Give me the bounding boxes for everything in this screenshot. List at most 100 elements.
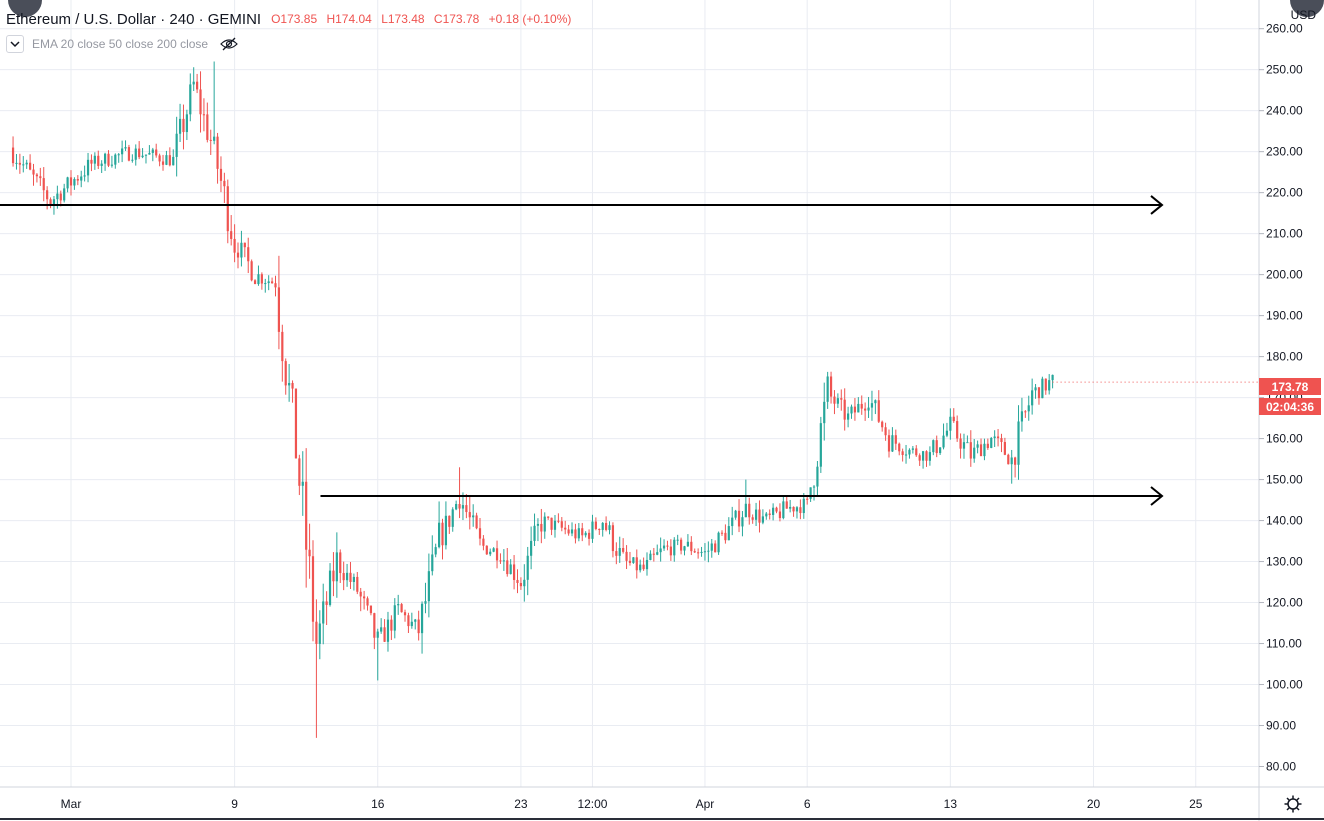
candle-up: [577, 528, 580, 539]
candle-up: [80, 176, 83, 181]
candle-down: [359, 591, 362, 597]
candle-down: [628, 560, 632, 563]
candle-up: [86, 159, 90, 176]
candle-up: [741, 517, 744, 527]
candle-down: [325, 601, 328, 605]
candle-down: [557, 520, 560, 522]
candle-up: [301, 481, 304, 486]
candle-up: [393, 605, 396, 631]
candle-down: [1014, 457, 1017, 465]
candle-up: [141, 155, 144, 158]
candle-up: [185, 114, 188, 133]
price-tick-label: 160.00: [1266, 432, 1303, 446]
candle-down: [308, 549, 311, 557]
candle-up: [734, 510, 737, 518]
time-axis[interactable]: Mar 9 16 23 12:00 Apr 6 13 20 25: [61, 797, 1203, 811]
candle-down: [202, 114, 206, 116]
candle-up: [850, 406, 853, 414]
candle-down: [69, 177, 73, 186]
candle-up: [921, 451, 925, 461]
candle-up: [1031, 390, 1034, 406]
candle-down: [635, 557, 638, 571]
candle-up: [328, 570, 332, 605]
candle-down: [581, 528, 584, 536]
candle-up: [911, 448, 914, 450]
candle-up: [472, 515, 475, 518]
candle-up: [414, 619, 417, 622]
candle-up: [673, 539, 676, 556]
candle-up: [857, 403, 860, 413]
corner-button-right[interactable]: [1290, 0, 1324, 17]
time-tick-label: 9: [231, 797, 238, 811]
candle-down: [748, 503, 751, 518]
candle-up: [100, 163, 103, 166]
candle-up: [410, 621, 413, 627]
candle-down: [785, 501, 788, 509]
price-tick-label: 150.00: [1266, 473, 1303, 487]
candle-down: [935, 440, 938, 454]
candle-up: [816, 466, 819, 487]
candle-down: [864, 408, 867, 411]
candle-down: [441, 522, 444, 546]
currency-label[interactable]: USD: [1290, 8, 1316, 22]
price-tick-label: 130.00: [1266, 555, 1303, 569]
candle-down: [230, 231, 233, 239]
candle-up: [380, 627, 383, 632]
candle-down: [915, 448, 918, 456]
candle-up: [502, 560, 505, 562]
candle-down: [605, 522, 608, 530]
time-tick-label: 16: [371, 797, 385, 811]
open-value: O173.85: [271, 12, 318, 26]
candle-up: [134, 148, 137, 160]
corner-button-left[interactable]: [8, 0, 42, 17]
candle-down: [737, 510, 741, 527]
candle-up: [809, 487, 812, 499]
candle-up: [110, 164, 113, 166]
candle-down: [877, 400, 880, 422]
candle-down: [724, 532, 727, 541]
horizontal-rays[interactable]: [0, 195, 1164, 506]
candle-down: [925, 451, 928, 461]
candle-down: [615, 551, 618, 556]
candle-down: [281, 331, 284, 362]
gear-icon[interactable]: [1283, 794, 1303, 819]
legend-header: Ethereum / U.S. Dollar · 240 · GEMINI O1…: [6, 9, 577, 29]
candle-down: [860, 403, 863, 409]
price-tick-label: 220.00: [1266, 186, 1303, 200]
candle-down: [342, 573, 345, 581]
candle-down: [468, 512, 471, 518]
indicator-label[interactable]: EMA 20 close 50 close 200 close: [32, 37, 209, 51]
symbol-title[interactable]: Ethereum / U.S. Dollar · 240 · GEMINI: [6, 10, 262, 28]
candle-up: [990, 438, 993, 448]
candle-down: [97, 155, 100, 166]
candle-down: [315, 621, 318, 644]
candle-down: [666, 545, 669, 547]
candle-up: [345, 572, 349, 581]
candle-down: [298, 458, 301, 486]
time-tick-label: 23: [514, 797, 528, 811]
candle-down: [284, 361, 287, 386]
candle-down: [516, 579, 519, 584]
candle-up: [993, 436, 996, 439]
candle-up: [240, 242, 243, 258]
candle-down: [598, 528, 601, 530]
candle-down: [547, 516, 550, 518]
candle-up: [438, 522, 441, 548]
candle-down: [247, 247, 250, 262]
candle-up: [114, 154, 117, 165]
chevron-down-icon[interactable]: [6, 35, 24, 53]
candle-up: [489, 551, 492, 555]
candle-up: [570, 529, 574, 534]
eye-off-icon[interactable]: [220, 37, 238, 51]
candle-up: [1048, 380, 1051, 391]
candle-up: [530, 540, 533, 556]
price-tick-label: 190.00: [1266, 309, 1303, 323]
candle-down: [918, 455, 921, 461]
candle-down: [611, 525, 615, 552]
price-axis[interactable]: 260.00 250.00 240.00 230.00 220.00 210.00 200.…: [1259, 22, 1303, 774]
candle-down: [898, 443, 901, 452]
candle-up: [908, 449, 911, 455]
candle-down: [482, 538, 485, 546]
candle-down: [840, 398, 843, 400]
